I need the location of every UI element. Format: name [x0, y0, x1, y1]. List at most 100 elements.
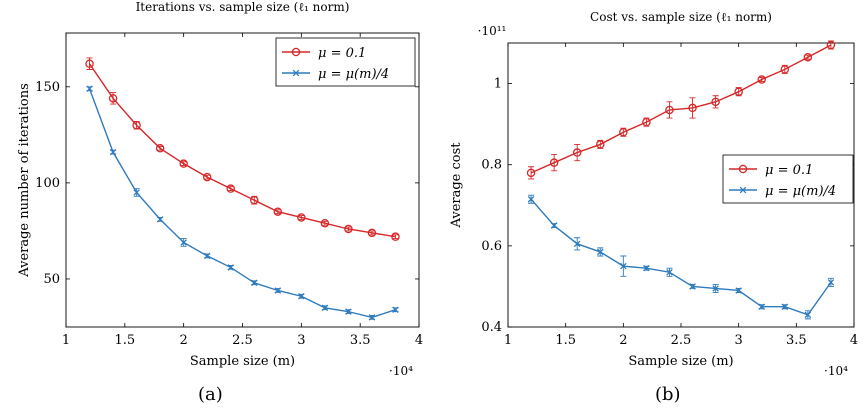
series-1-errorbar	[345, 226, 352, 232]
chart-iterations: Iterations vs. sample size (ℓ₁ norm) 1 1.5…	[17, 0, 423, 378]
legend-entry-1-label: μ = 0.1	[765, 163, 813, 178]
series-2-marker	[251, 279, 258, 287]
series-2-marker	[643, 264, 650, 272]
series-2-marker	[573, 240, 581, 248]
series-2-marker	[827, 279, 835, 286]
series-1-marker	[688, 103, 697, 113]
series-1-errorbar	[574, 143, 581, 162]
legend-entry-2-label: μ = μ(m)/4	[765, 184, 836, 199]
series-1-line	[530, 44, 832, 174]
series-1-marker	[619, 128, 628, 137]
x-tick-label: 2.5	[671, 333, 692, 348]
x-tick-label: 1.5	[114, 333, 135, 348]
series-1-marker	[803, 52, 813, 62]
series-2-marker	[321, 304, 329, 312]
series-1-errorbar	[689, 97, 696, 119]
x-tick-label: 4	[850, 333, 858, 348]
series-2-marker	[227, 264, 234, 271]
legend-entry-2-marker	[292, 69, 300, 77]
x-tick-label: 3	[297, 333, 305, 348]
y-tick-label: 1	[494, 77, 502, 92]
series-2-marker	[804, 311, 812, 319]
series-2-marker	[109, 148, 117, 156]
legend: μ = 0.1 μ = μ(m)/4	[275, 37, 416, 87]
series-1	[85, 57, 400, 241]
x-tick-label: 3	[735, 333, 743, 348]
y-tick-label: 0.8	[481, 158, 502, 173]
series-1-marker	[642, 117, 651, 127]
series-1-marker	[85, 59, 94, 68]
series-2	[527, 194, 835, 320]
x-axis-label: Sample size (m)	[628, 354, 733, 369]
series-1-line	[88, 63, 396, 238]
legend-box	[275, 37, 416, 87]
series-1-marker	[202, 172, 212, 182]
series-1-marker	[297, 213, 306, 222]
series-2-marker	[274, 287, 282, 294]
series-1-errorbar	[551, 154, 558, 172]
series-2-marker	[86, 85, 93, 92]
x-tick-label: 1	[504, 333, 512, 348]
series-2-marker	[133, 189, 140, 196]
series-2-marker	[203, 252, 211, 260]
subcaption-a: (a)	[198, 384, 223, 405]
series-2-marker	[527, 195, 535, 203]
series-1-marker	[757, 75, 766, 84]
series-2-marker	[180, 239, 187, 246]
chart-title: Iterations vs. sample size (ℓ₁ norm)	[136, 0, 350, 14]
y-axis-label: Average cost	[449, 142, 464, 229]
series-2-marker	[758, 303, 765, 310]
series-2-marker	[345, 308, 352, 315]
legend-entry-2-label: μ = μ(m)/4	[318, 67, 389, 82]
series-1-marker	[226, 184, 235, 193]
series-1-marker	[826, 40, 836, 50]
series-2-marker	[392, 306, 399, 313]
series-2-marker	[620, 262, 627, 270]
series-2-marker	[597, 248, 604, 256]
series-1-errorbar	[274, 209, 281, 215]
series-1-errorbar	[321, 220, 328, 226]
x-tick-label: 4	[415, 333, 423, 348]
legend-entry-2-marker	[739, 186, 747, 194]
series-2-marker	[735, 287, 742, 294]
series-1-marker	[780, 65, 790, 74]
series-1-marker	[179, 159, 188, 168]
series-1-marker	[155, 144, 165, 153]
series-1-errorbar	[392, 234, 399, 240]
series-1-errorbar	[528, 166, 535, 180]
x-tick-label: 1	[62, 333, 70, 348]
series-1-marker	[344, 224, 353, 234]
series-2-marker	[666, 268, 673, 276]
series-1-marker	[250, 195, 259, 205]
chart-cost: Cost vs. sample size (ℓ₁ norm) ·10¹¹ 1 1.5 2…	[449, 10, 858, 378]
series-2-marker	[156, 216, 164, 223]
y-tick-label: 0.6	[481, 239, 502, 254]
series-1-marker	[572, 148, 582, 157]
series-2-line	[88, 88, 396, 319]
series-1-errorbar	[227, 186, 234, 192]
series-1-marker	[549, 158, 559, 167]
y-tick-label: 150	[35, 80, 60, 95]
series-1-marker	[367, 228, 377, 238]
series-1-marker	[132, 120, 141, 130]
y-tick-label: 0.4	[481, 320, 502, 335]
legend-entry-1-marker	[291, 47, 301, 57]
series-1-marker	[734, 87, 743, 96]
x-tick-label: 3.5	[786, 333, 807, 348]
series-1-errorbar	[758, 77, 765, 82]
series-2	[86, 85, 399, 321]
series-1-marker	[273, 207, 283, 216]
x-tick-label: 2	[180, 333, 188, 348]
series-2-marker	[550, 222, 558, 229]
series-1-marker	[711, 97, 720, 107]
x-axis-multiplier: ·10⁴	[389, 364, 413, 378]
series-1-errorbar	[204, 174, 211, 180]
series-2-marker	[689, 283, 696, 290]
x-axis-multiplier: ·10⁴	[824, 364, 848, 378]
x-tick-label: 2.5	[232, 333, 253, 348]
series-1-marker	[665, 105, 674, 115]
legend-entry-1-marker	[738, 164, 748, 174]
y-axis-multiplier: ·10¹¹	[478, 24, 507, 38]
series-1-errorbar	[298, 215, 305, 220]
